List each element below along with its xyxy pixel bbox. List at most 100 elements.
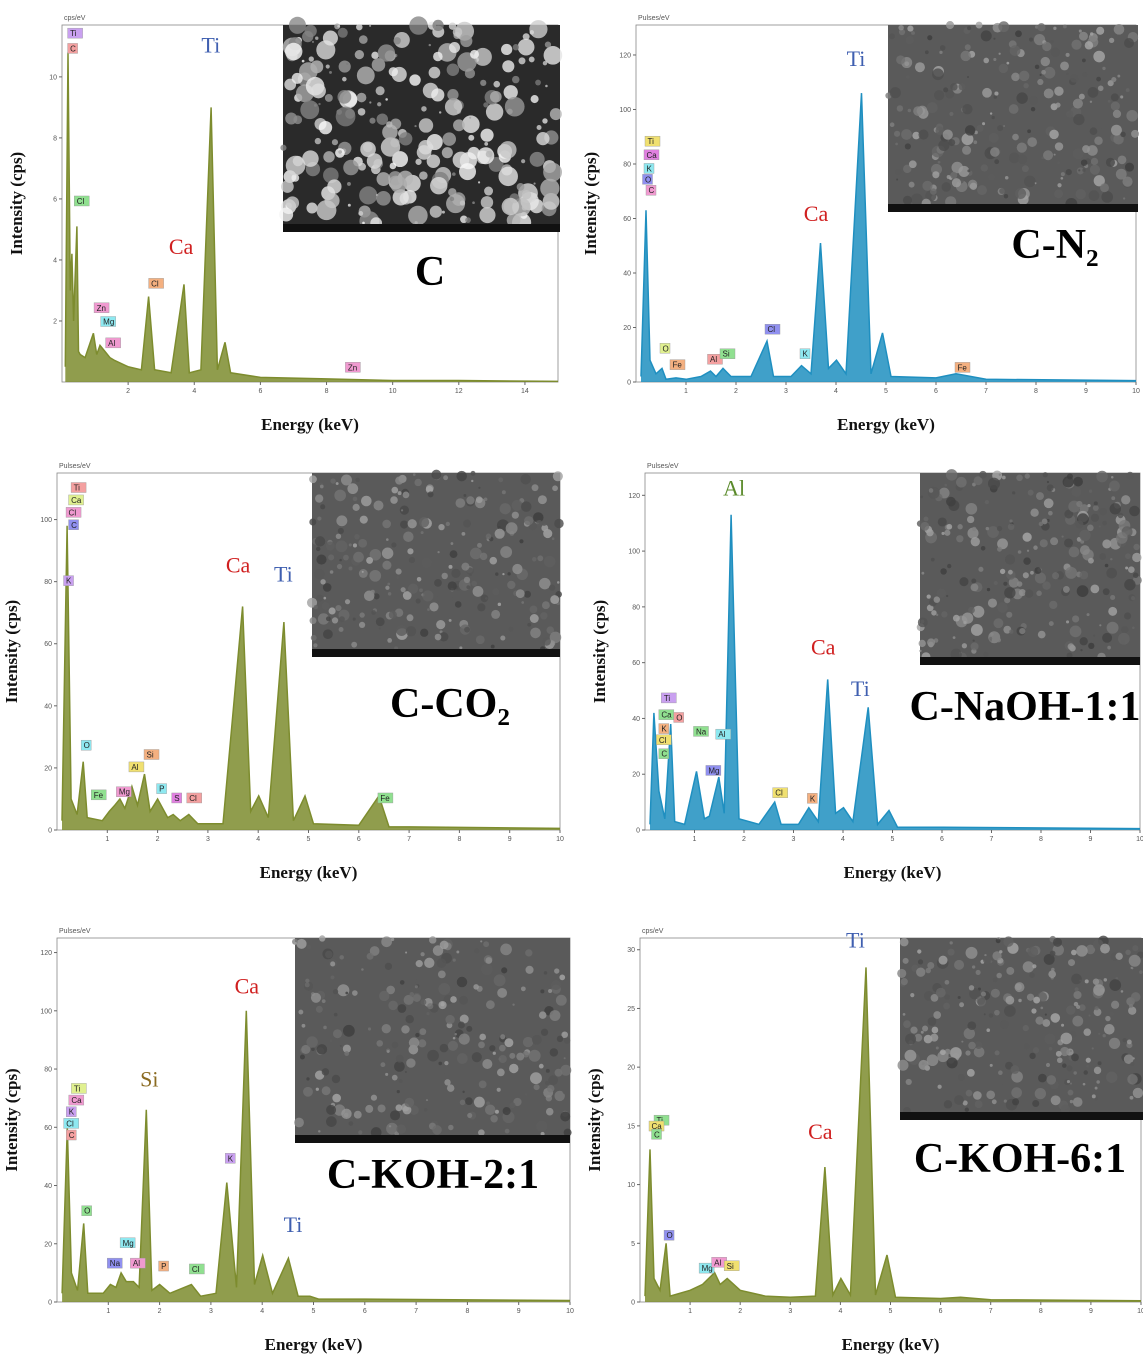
sem-texture bbox=[1019, 628, 1025, 634]
sem-texture bbox=[968, 607, 975, 614]
sem-texture bbox=[1093, 505, 1099, 511]
element-tag: P bbox=[161, 1262, 166, 1271]
sem-texture bbox=[1129, 955, 1141, 967]
sem-texture bbox=[532, 557, 536, 561]
x-axis-label: Energy (keV) bbox=[844, 863, 942, 882]
sem-texture bbox=[1125, 163, 1134, 172]
sem-texture bbox=[551, 980, 561, 990]
sem-texture bbox=[1093, 978, 1099, 984]
sem-texture bbox=[1006, 996, 1015, 1005]
sem-texture bbox=[1132, 945, 1138, 951]
sem-texture bbox=[304, 25, 316, 37]
sem-texture bbox=[1090, 584, 1099, 593]
x-tick-label: 7 bbox=[984, 388, 988, 395]
sem-texture bbox=[443, 132, 456, 145]
sem-texture bbox=[499, 141, 516, 158]
sem-texture bbox=[1057, 161, 1060, 164]
sem-texture bbox=[1016, 474, 1023, 481]
sem-texture bbox=[926, 529, 933, 536]
element-tag: K bbox=[661, 725, 667, 734]
sem-texture bbox=[898, 25, 903, 30]
sem-texture bbox=[459, 996, 468, 1005]
sem-texture bbox=[387, 1050, 390, 1053]
sem-texture bbox=[1103, 1034, 1106, 1037]
sem-texture bbox=[325, 94, 333, 102]
sem-texture bbox=[490, 1115, 497, 1122]
sem-texture bbox=[385, 1073, 388, 1076]
x-tick-label: 8 bbox=[1039, 1308, 1043, 1315]
sem-texture bbox=[1009, 104, 1019, 114]
sem-texture bbox=[316, 1006, 323, 1013]
sem-texture bbox=[1124, 38, 1134, 48]
sem-texture bbox=[471, 471, 476, 476]
sem-texture bbox=[542, 522, 546, 526]
sem-texture bbox=[556, 995, 567, 1006]
sem-texture bbox=[323, 597, 326, 600]
sem-texture bbox=[1130, 1062, 1134, 1066]
x-tick-label: 1 bbox=[684, 388, 688, 395]
sem-texture bbox=[417, 145, 432, 160]
sem-texture bbox=[952, 178, 961, 187]
sem-texture bbox=[903, 1020, 911, 1028]
sem-texture bbox=[429, 936, 436, 943]
sem-texture bbox=[326, 64, 330, 68]
sem-texture bbox=[1004, 587, 1015, 598]
sem-texture bbox=[1102, 633, 1112, 643]
sem-texture bbox=[491, 645, 495, 649]
sem-texture bbox=[1015, 30, 1022, 37]
sem-texture bbox=[1106, 158, 1115, 167]
element-tag: Ca bbox=[647, 151, 658, 160]
sem-texture bbox=[1041, 57, 1050, 66]
sem-texture bbox=[498, 167, 517, 186]
sem-texture bbox=[1099, 553, 1106, 560]
sem-texture bbox=[338, 28, 348, 38]
sem-texture bbox=[550, 1007, 554, 1011]
sem-texture bbox=[320, 504, 325, 509]
sem-texture bbox=[908, 109, 912, 113]
x-tick-label: 10 bbox=[1136, 836, 1143, 843]
sem-texture bbox=[900, 938, 909, 947]
sem-texture bbox=[548, 1075, 558, 1085]
sem-texture bbox=[1005, 176, 1009, 180]
sem-texture bbox=[478, 1129, 485, 1136]
sem-texture bbox=[1104, 1024, 1115, 1035]
sem-texture bbox=[416, 960, 423, 967]
unit-label: Pulses/eV bbox=[647, 463, 679, 470]
sem-texture bbox=[999, 53, 1001, 55]
sem-texture bbox=[340, 1045, 342, 1047]
sem-texture bbox=[373, 500, 383, 510]
sem-texture bbox=[325, 951, 333, 959]
sem-texture bbox=[419, 1028, 426, 1035]
sem-texture bbox=[1070, 1100, 1073, 1103]
sem-texture bbox=[939, 956, 948, 965]
sem-texture bbox=[332, 617, 338, 623]
sem-texture bbox=[382, 520, 391, 529]
sem-texture bbox=[1122, 1038, 1126, 1042]
sem-texture bbox=[1084, 1070, 1088, 1074]
sem-texture bbox=[1033, 1047, 1039, 1053]
sem-texture bbox=[1006, 967, 1014, 975]
x-tick-label: 1 bbox=[688, 1308, 692, 1315]
sem-texture bbox=[993, 58, 996, 61]
sem-texture bbox=[994, 92, 998, 96]
sem-texture bbox=[315, 536, 325, 546]
sem-texture bbox=[1012, 491, 1015, 494]
sem-texture bbox=[539, 1064, 544, 1069]
sem-texture bbox=[319, 121, 332, 134]
unit-label: Pulses/eV bbox=[638, 15, 670, 22]
sem-texture bbox=[926, 968, 931, 973]
sem-texture bbox=[339, 60, 351, 72]
sem-texture bbox=[1049, 130, 1059, 140]
sem-texture bbox=[1031, 107, 1035, 111]
sem-texture bbox=[529, 57, 535, 63]
sem-texture bbox=[466, 1026, 472, 1032]
sem-texture bbox=[451, 542, 454, 545]
sem-texture bbox=[950, 83, 957, 90]
sem-texture bbox=[1108, 100, 1111, 103]
sem-texture bbox=[540, 612, 547, 619]
sem-texture bbox=[382, 548, 393, 559]
sem-texture bbox=[975, 1100, 983, 1108]
sem-texture bbox=[538, 495, 547, 504]
sem-texture bbox=[997, 526, 1002, 531]
peak-label: Ca bbox=[811, 634, 836, 659]
